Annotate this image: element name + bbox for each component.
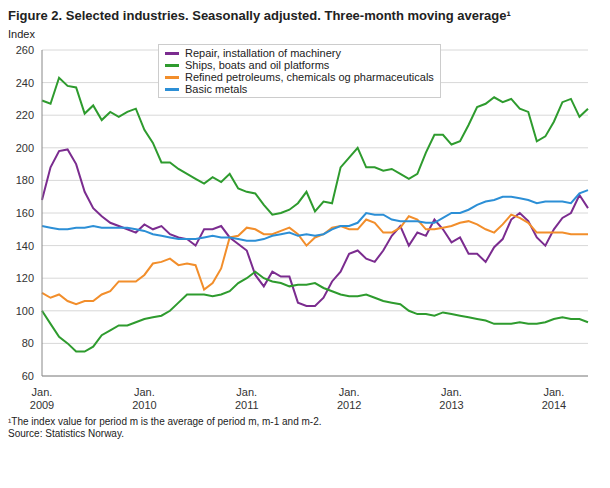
html-text:Source: Statistics Norway.: Source: Statistics Norway. bbox=[8, 428, 124, 439]
svg-text:2009: 2009 bbox=[30, 399, 54, 411]
svg-text:100: 100 bbox=[16, 305, 34, 317]
svg-text:120: 120 bbox=[16, 272, 34, 284]
svg-text:2014: 2014 bbox=[542, 399, 566, 411]
svg-text:2012: 2012 bbox=[337, 399, 361, 411]
svg-text:Jan.: Jan. bbox=[236, 386, 257, 398]
html-text:Ships, boats and oil platforms: Ships, boats and oil platforms bbox=[185, 59, 330, 71]
svg-text:80: 80 bbox=[22, 337, 34, 349]
svg-text:260: 260 bbox=[16, 44, 34, 56]
svg-text:200: 200 bbox=[16, 142, 34, 154]
svg-text:Jan.: Jan. bbox=[339, 386, 360, 398]
svg-text:220: 220 bbox=[16, 109, 34, 121]
svg-text:Jan.: Jan. bbox=[134, 386, 155, 398]
svg-text:160: 160 bbox=[16, 207, 34, 219]
svg-text:Jan.: Jan. bbox=[32, 386, 53, 398]
svg-text:Jan.: Jan. bbox=[441, 386, 462, 398]
svg-text:60: 60 bbox=[22, 370, 34, 382]
svg-text:2011: 2011 bbox=[235, 399, 259, 411]
svg-text:180: 180 bbox=[16, 174, 34, 186]
html-text:Index: Index bbox=[8, 28, 35, 40]
svg-text:240: 240 bbox=[16, 77, 34, 89]
html-text:Figure 2. Selected industries.: Figure 2. Selected industries. Seasonall… bbox=[8, 8, 511, 23]
html-text:Refined petroleums, chemicals: Refined petroleums, chemicals og pharmac… bbox=[185, 71, 434, 83]
svg-text:2013: 2013 bbox=[439, 399, 463, 411]
html-text:Repair, installation of machin: Repair, installation of machinery bbox=[185, 47, 341, 59]
svg-text:Jan.: Jan. bbox=[543, 386, 564, 398]
svg-text:2010: 2010 bbox=[132, 399, 156, 411]
html-text:Basic metals: Basic metals bbox=[185, 83, 248, 95]
svg-text:140: 140 bbox=[16, 240, 34, 252]
html-text:¹The index value for period m: ¹The index value for period m is the ave… bbox=[8, 416, 322, 427]
